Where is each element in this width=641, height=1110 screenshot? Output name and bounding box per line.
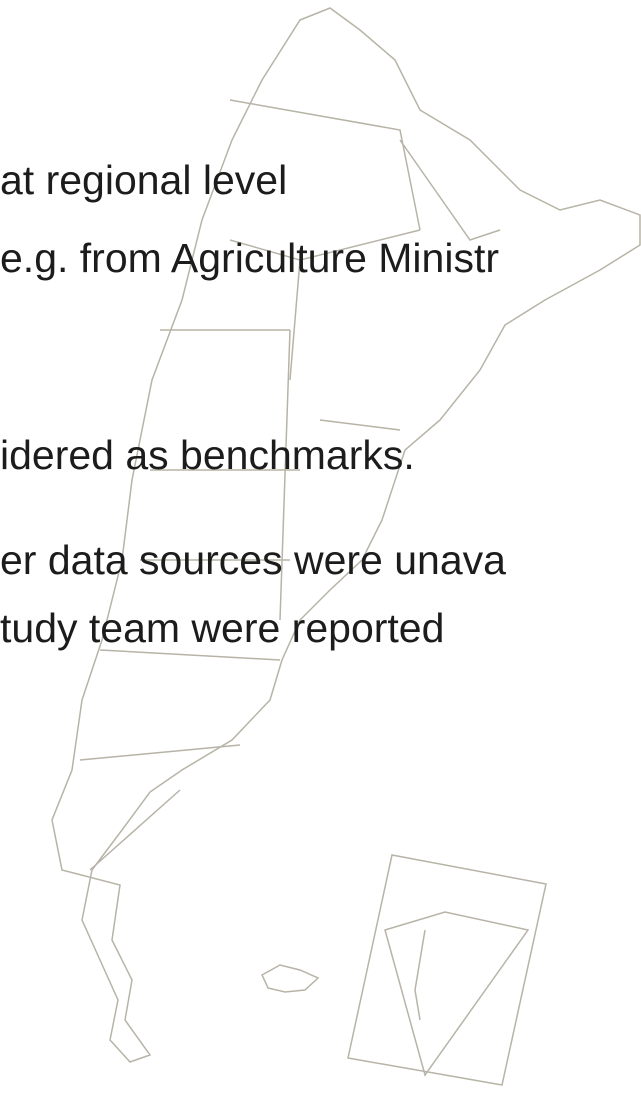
province-lines bbox=[79, 99, 501, 871]
text-line: idered as benchmarks. bbox=[0, 432, 415, 478]
islands bbox=[261, 964, 320, 993]
text-line: at regional level bbox=[0, 157, 288, 203]
map-outline bbox=[51, 7, 641, 1063]
text-line: e.g. from Agriculture Ministr bbox=[0, 235, 499, 281]
inset-sector bbox=[384, 911, 530, 1077]
text-line: er data sources were unava bbox=[0, 537, 506, 583]
inset-frame bbox=[347, 854, 547, 1086]
text-line: tudy team were reported bbox=[0, 605, 445, 651]
